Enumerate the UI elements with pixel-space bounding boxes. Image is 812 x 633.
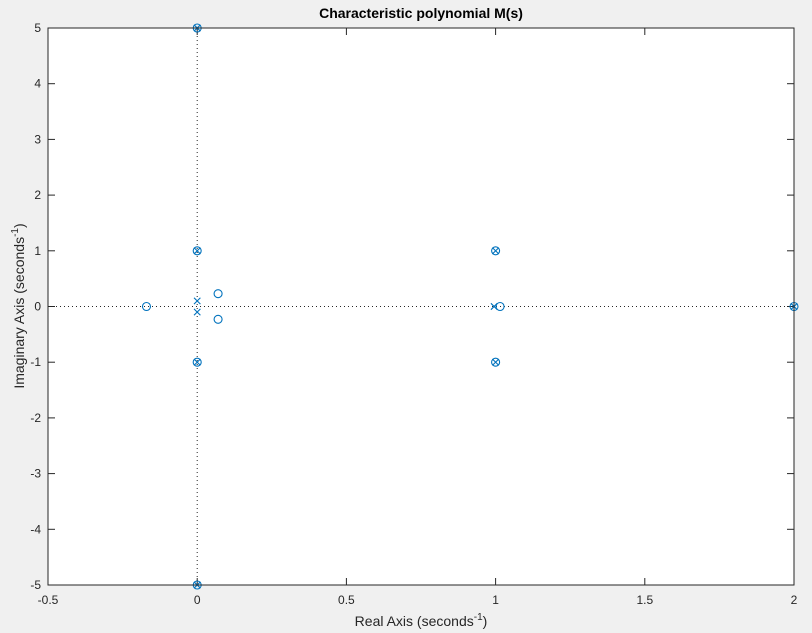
pole-marker — [492, 358, 500, 366]
zero-marker — [213, 314, 223, 324]
x-tick-labels: -0.5 0 0.5 1 1.5 2 — [38, 593, 798, 607]
x-axis-label-close: ) — [483, 613, 488, 629]
x-tick-label: 1.5 — [636, 593, 653, 607]
y-tick-label: 3 — [34, 132, 41, 146]
axes-box — [47, 27, 795, 586]
y-tick-label: -1 — [30, 355, 41, 369]
pole-marker — [193, 297, 201, 305]
y-axis-label-close: ) — [11, 223, 27, 228]
zero-marker — [192, 246, 202, 256]
zero-marker — [141, 301, 152, 312]
y-axis-label-text: Imaginary Axis (seconds — [11, 237, 27, 389]
y-tick-label: 1 — [34, 244, 41, 258]
y-tick-label: 5 — [34, 21, 41, 35]
zero-marker — [491, 246, 501, 256]
x-axis-label-sup: -1 — [474, 612, 483, 623]
pole-marker — [492, 247, 500, 255]
x-tick-label: 0.5 — [338, 593, 355, 607]
y-tick-label: 2 — [34, 188, 41, 202]
reference-lines — [48, 28, 794, 585]
y-tick-label: -3 — [30, 467, 41, 481]
zero-marker — [495, 301, 505, 312]
x-axis-label-text: Real Axis (seconds — [355, 613, 474, 629]
x-tick-label: 2 — [791, 593, 798, 607]
pole-marker — [193, 247, 201, 255]
x-tick-label: 1 — [492, 593, 499, 607]
y-tick-label: -2 — [30, 411, 41, 425]
y-tick-label: 0 — [34, 300, 41, 314]
y-tick-label: -4 — [30, 522, 41, 536]
y-tick-label: 4 — [34, 77, 41, 91]
y-axis-label: Imaginary Axis (seconds-1) — [10, 223, 27, 388]
pole-marker — [193, 358, 201, 366]
y-axis-label-sup: -1 — [10, 228, 21, 237]
pole-marker — [490, 302, 498, 311]
zero-marker — [192, 357, 202, 367]
pole-marker — [193, 308, 201, 316]
x-axis-label: Real Axis (seconds-1) — [355, 612, 488, 629]
y-tick-labels: -5 -4 -3 -2 -1 0 1 2 3 4 5 — [30, 21, 41, 592]
zero-marker — [213, 289, 223, 299]
x-tick-label: 0 — [194, 593, 201, 607]
y-tick-label: -5 — [30, 578, 41, 592]
chart-title: Characteristic polynomial M(s) — [319, 5, 523, 21]
x-tick-label: -0.5 — [38, 593, 59, 607]
zero-marker — [491, 357, 501, 367]
